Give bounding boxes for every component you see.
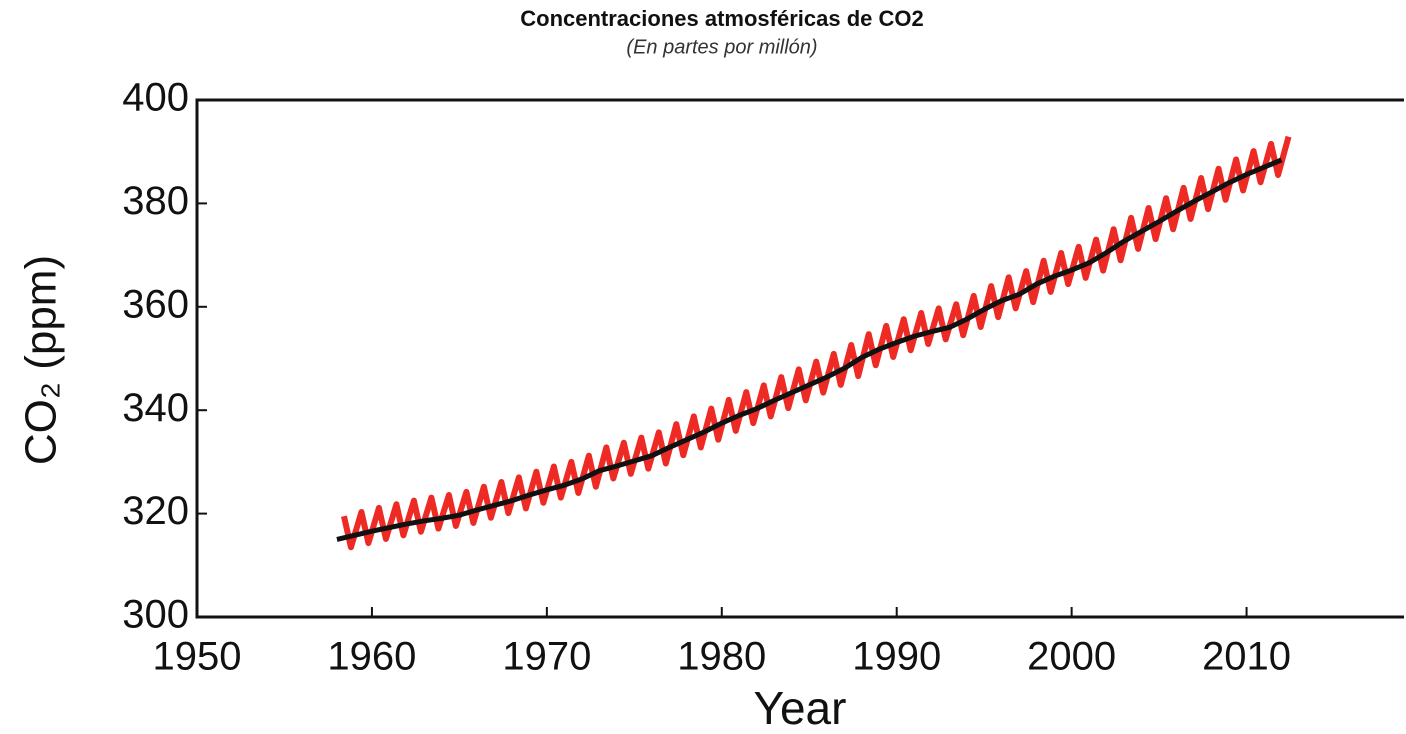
data-line [336, 157, 1283, 542]
y-tick-label: 320 [122, 489, 189, 533]
x-tick-label: 2010 [1202, 635, 1291, 679]
x-tick-label: 1970 [502, 635, 591, 679]
y-tick-label: 380 [122, 179, 189, 223]
y-tick-label: 300 [122, 593, 189, 637]
x-tick-label: 2000 [1027, 635, 1116, 679]
x-tick-label: 1960 [327, 635, 416, 679]
x-axis-label: Year [754, 682, 847, 734]
y-tick-label: 340 [122, 386, 189, 430]
y-tick-label: 400 [122, 76, 189, 120]
data-line [341, 135, 1292, 551]
chart-title: Concentraciones atmosféricas de CO2 [520, 6, 923, 31]
y-axis-label: CO₂ (ppm) [17, 255, 66, 465]
plot-frame [195, 98, 1404, 619]
x-tick-label: 1980 [677, 635, 766, 679]
x-tick-label: 1990 [852, 635, 941, 679]
y-tick-label: 360 [122, 282, 189, 326]
x-tick-label: 1950 [153, 635, 242, 679]
chart-subtitle: (En partes por millón) [626, 36, 817, 58]
